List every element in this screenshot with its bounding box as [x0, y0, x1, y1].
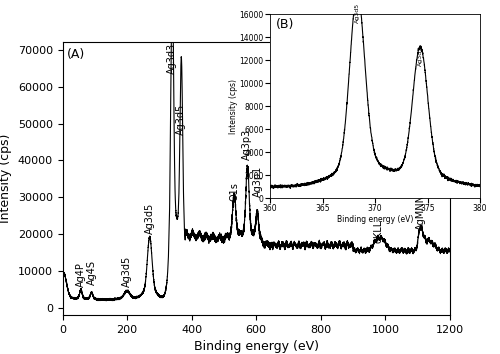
- Text: Ag3d3: Ag3d3: [418, 46, 422, 66]
- Text: Ag3d5: Ag3d5: [176, 103, 186, 135]
- Y-axis label: Intensity (cps): Intensity (cps): [229, 79, 238, 134]
- Text: AgMNN: AgMNN: [416, 194, 426, 230]
- Y-axis label: Intensity (cps): Intensity (cps): [0, 134, 12, 223]
- Text: (A): (A): [66, 48, 84, 61]
- Text: Ag3d5: Ag3d5: [144, 203, 154, 234]
- Text: (B): (B): [276, 18, 294, 31]
- Text: Ag3d5: Ag3d5: [354, 3, 360, 23]
- Text: Ag3d5: Ag3d5: [122, 256, 132, 287]
- Text: Ag3p1: Ag3p1: [252, 166, 262, 197]
- Text: oKLL: oKLL: [374, 220, 384, 243]
- Text: O1s: O1s: [230, 182, 239, 201]
- Text: Ag3d3: Ag3d3: [168, 43, 177, 74]
- X-axis label: Binding energy (eV): Binding energy (eV): [337, 215, 413, 224]
- Text: Ag4P: Ag4P: [76, 263, 86, 287]
- Text: Ag3p3: Ag3p3: [242, 129, 252, 160]
- X-axis label: Binding energy (eV): Binding energy (eV): [194, 340, 319, 353]
- Text: Ag4S: Ag4S: [87, 260, 97, 285]
